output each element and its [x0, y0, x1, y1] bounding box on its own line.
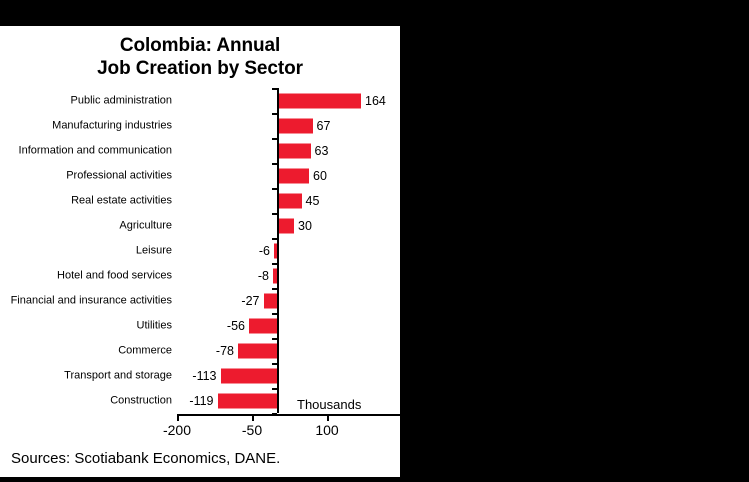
x-axis-tick-label: -200: [162, 422, 192, 438]
category-label: Public administration: [70, 94, 173, 107]
bar-value-label: -27: [241, 293, 260, 308]
axis-tick: [272, 338, 277, 340]
bar-value-label: -119: [189, 393, 214, 408]
zero-axis-line: [277, 88, 279, 413]
bar-row: Agriculture 30: [0, 213, 400, 239]
x-axis-line: [177, 414, 400, 416]
category-label: Transport and storage: [64, 369, 172, 382]
bar: [279, 118, 313, 134]
chart-title: Colombia: Annual Job Creation by Sector: [0, 34, 400, 80]
axis-tick: [272, 163, 277, 165]
bar-row: Public administration 164: [0, 88, 400, 114]
x-axis-tick: [252, 416, 254, 421]
category-label: Agriculture: [119, 219, 172, 232]
category-label: Commerce: [118, 344, 172, 357]
axis-tick: [272, 213, 277, 215]
category-label: Utilities: [136, 319, 172, 332]
bar: [238, 343, 277, 359]
axis-tick: [272, 388, 277, 390]
category-label: Professional activities: [66, 169, 172, 182]
bar: [279, 168, 309, 184]
category-label: Hotel and food services: [57, 269, 172, 282]
bar-value-label: 60: [313, 168, 327, 183]
bar-value-label: 164: [365, 93, 386, 108]
bar-value-label: 45: [305, 193, 320, 208]
axis-tick: [272, 113, 277, 115]
bar-row: Manufacturing industries 67: [0, 113, 400, 139]
chart-title-line-1: Colombia: Annual: [119, 35, 281, 56]
bar: [220, 368, 277, 384]
bar-row: Financial and insurance activities -27: [0, 288, 400, 314]
axis-tick: [272, 288, 277, 290]
bar-row: Professional activities 60: [0, 163, 400, 189]
category-label: Information and communication: [18, 144, 172, 157]
bar: [279, 218, 294, 234]
x-axis-tick-label: -50: [241, 422, 263, 438]
category-label: Financial and insurance activities: [10, 294, 172, 307]
bar-value-label: -78: [215, 343, 234, 358]
bar-value-label: -8: [257, 268, 269, 283]
bar-row: Construction -119: [0, 388, 400, 414]
bar: [263, 293, 277, 309]
bar-row: Transport and storage -113: [0, 363, 400, 389]
bar: [274, 243, 277, 259]
bar-row: Hotel and food services -8: [0, 263, 400, 289]
chart-title-line-2: Job Creation by Sector: [97, 58, 303, 79]
panel-bottom-rule: [0, 477, 400, 482]
x-axis-tick: [327, 416, 329, 421]
bar-row: Real estate activities 45: [0, 188, 400, 214]
axis-tick: [272, 263, 277, 265]
bar-row: Commerce -78: [0, 338, 400, 364]
bar: [217, 393, 277, 409]
axis-unit-label: Thousands: [297, 397, 362, 412]
bar-value-label: 63: [314, 143, 329, 158]
bar-value-label: -56: [226, 318, 245, 333]
bar-row: Utilities -56: [0, 313, 400, 339]
bar: [279, 93, 361, 109]
bar: [273, 268, 277, 284]
category-label: Manufacturing industries: [52, 119, 172, 132]
x-axis-tick: [177, 416, 179, 421]
bar-value-label: 30: [298, 218, 312, 233]
x-axis-tick-label: 100: [315, 422, 339, 438]
axis-tick: [272, 363, 277, 365]
axis-tick: [272, 188, 277, 190]
axis-tick: [272, 238, 277, 240]
category-label: Leisure: [135, 244, 172, 257]
source-note: Sources: Scotiabank Economics, DANE.: [11, 450, 281, 467]
category-label: Construction: [110, 394, 172, 407]
axis-tick: [272, 88, 277, 90]
axis-tick: [272, 313, 277, 315]
category-label: Real estate activities: [71, 194, 172, 207]
axis-tick: [272, 138, 277, 140]
bar-row: Leisure -6: [0, 238, 400, 264]
plot-area: Public administration 164 Manufacturing in…: [0, 26, 400, 477]
bar: [249, 318, 277, 334]
chart-panel: Colombia: Annual Job Creation by Sector …: [0, 26, 400, 477]
bar: [279, 143, 311, 159]
bar-row: Information and communication 63: [0, 138, 400, 164]
bar: [279, 193, 302, 209]
bar-value-label: 67: [316, 118, 331, 133]
bar-value-label: -113: [192, 368, 217, 383]
bar-value-label: -6: [258, 243, 270, 258]
